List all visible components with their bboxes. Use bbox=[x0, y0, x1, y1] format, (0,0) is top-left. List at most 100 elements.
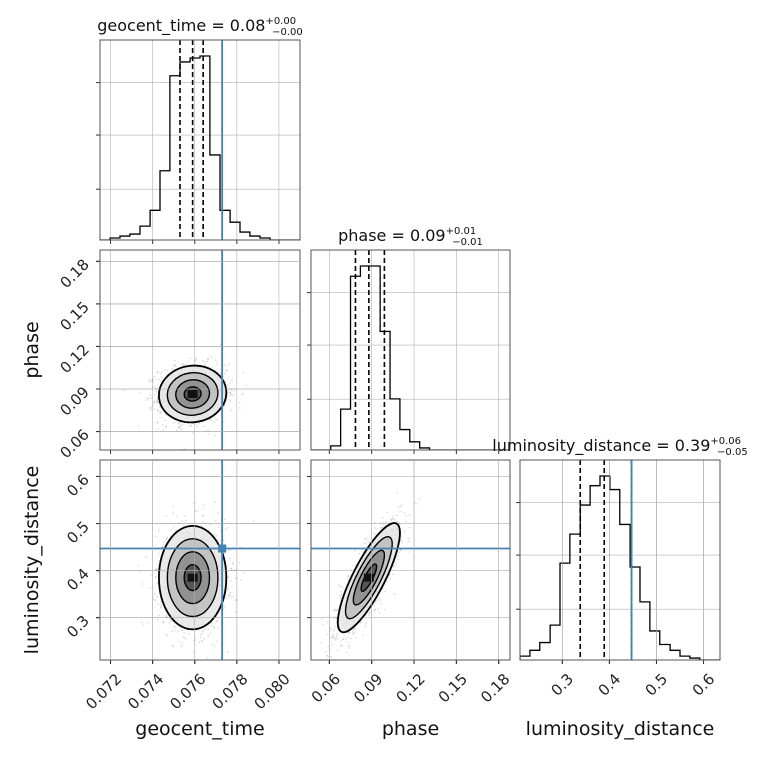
sample-point bbox=[152, 378, 154, 381]
sample-point bbox=[333, 628, 335, 631]
sample-point bbox=[178, 426, 180, 429]
sample-point bbox=[156, 397, 159, 400]
sample-point bbox=[333, 637, 336, 639]
sample-point bbox=[174, 365, 177, 368]
sample-point bbox=[162, 424, 164, 426]
panel-border bbox=[310, 459, 511, 661]
sample-point bbox=[408, 551, 411, 553]
sample-point bbox=[227, 564, 229, 566]
sample-point bbox=[415, 502, 418, 505]
sample-point bbox=[325, 651, 327, 654]
sample-point bbox=[345, 637, 348, 640]
sample-point bbox=[156, 421, 159, 424]
sample-point bbox=[180, 428, 182, 431]
sample-point bbox=[234, 577, 237, 580]
sample-point bbox=[359, 621, 362, 624]
sample-point bbox=[154, 593, 156, 596]
sample-point bbox=[156, 582, 159, 585]
sample-point bbox=[166, 537, 168, 540]
sample-point bbox=[371, 537, 374, 540]
ytick-label: 0.6 bbox=[63, 471, 93, 501]
sample-point bbox=[238, 561, 241, 564]
sample-point bbox=[340, 590, 342, 593]
sample-point bbox=[398, 521, 400, 524]
sample-point bbox=[213, 645, 216, 647]
sample-point bbox=[227, 594, 230, 597]
sample-point bbox=[180, 645, 183, 648]
panel-title-phase: phase = 0.09+0.01 −0.01 bbox=[338, 226, 483, 248]
sample-point bbox=[216, 619, 219, 622]
sample-point bbox=[199, 633, 202, 636]
sample-point bbox=[158, 378, 160, 381]
sample-point bbox=[252, 520, 255, 523]
sample-point bbox=[159, 603, 162, 606]
sample-point bbox=[207, 628, 210, 631]
xaxis-label-geocent_time: geocent_time bbox=[135, 718, 264, 740]
sample-point bbox=[185, 519, 188, 522]
sample-point bbox=[230, 409, 233, 412]
sample-point bbox=[373, 532, 375, 534]
sample-point bbox=[146, 396, 149, 399]
sample-point bbox=[404, 530, 406, 533]
sample-point bbox=[158, 559, 161, 562]
sample-point bbox=[151, 385, 154, 388]
sample-point bbox=[179, 426, 181, 429]
sample-point bbox=[371, 625, 373, 628]
sample-point bbox=[349, 569, 352, 571]
sample-point bbox=[373, 604, 375, 607]
sample-point bbox=[380, 525, 383, 528]
sample-point bbox=[171, 368, 173, 370]
sample-point bbox=[332, 609, 335, 612]
sample-point bbox=[163, 369, 166, 371]
panel-border bbox=[99, 39, 301, 241]
sample-point bbox=[160, 601, 163, 603]
sample-point bbox=[166, 369, 169, 372]
sample-point bbox=[152, 380, 155, 383]
sample-point bbox=[224, 379, 227, 382]
sample-point bbox=[165, 538, 168, 541]
sample-point bbox=[160, 605, 163, 608]
sample-point bbox=[154, 599, 157, 602]
sample-point bbox=[191, 432, 194, 434]
sample-point bbox=[332, 643, 334, 646]
sample-point bbox=[189, 357, 192, 359]
xtick-label: 0.4 bbox=[595, 670, 625, 700]
sample-point bbox=[202, 425, 205, 428]
sample-point bbox=[335, 634, 338, 637]
sample-point bbox=[210, 622, 213, 625]
sample-point bbox=[224, 369, 227, 372]
sample-point bbox=[165, 615, 168, 618]
sample-point bbox=[240, 393, 243, 396]
sample-point bbox=[225, 528, 227, 531]
sample-point bbox=[332, 635, 334, 638]
sample-point bbox=[157, 371, 160, 374]
sample-point bbox=[156, 400, 159, 403]
yaxis-label-phase: phase bbox=[21, 321, 43, 378]
sample-point bbox=[232, 394, 234, 396]
sample-point bbox=[223, 605, 226, 608]
sample-point bbox=[339, 594, 341, 597]
sample-point bbox=[152, 404, 155, 407]
sample-point bbox=[207, 635, 210, 638]
sample-point bbox=[164, 633, 167, 636]
sample-point bbox=[336, 638, 338, 640]
panel-border bbox=[310, 249, 511, 451]
sample-point bbox=[217, 526, 220, 529]
sample-point bbox=[394, 561, 397, 563]
sample-point bbox=[185, 363, 187, 366]
sample-point bbox=[399, 549, 402, 552]
sample-point bbox=[214, 359, 217, 361]
sample-point bbox=[326, 621, 329, 624]
sample-point bbox=[339, 597, 341, 600]
sample-point bbox=[316, 666, 318, 668]
sample-point bbox=[158, 614, 161, 617]
sample-point bbox=[229, 557, 232, 560]
sample-point bbox=[234, 611, 237, 613]
sample-point bbox=[400, 538, 402, 541]
sample-point bbox=[174, 529, 177, 532]
sample-point bbox=[188, 632, 190, 635]
sample-point bbox=[177, 421, 180, 424]
sample-point bbox=[332, 633, 335, 636]
sample-point bbox=[392, 515, 394, 517]
